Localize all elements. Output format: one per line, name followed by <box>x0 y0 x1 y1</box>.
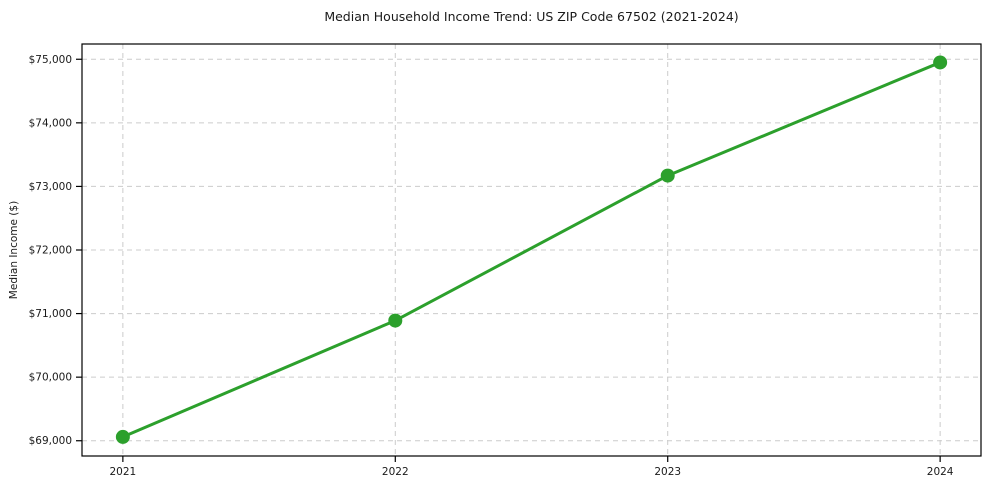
y-tick-label: $72,000 <box>29 245 72 257</box>
plot-border <box>81 43 982 457</box>
x-tick-label: 2024 <box>927 466 954 478</box>
trend-line <box>121 60 942 439</box>
data-point-marker <box>933 55 948 70</box>
x-tick-label: 2022 <box>382 466 409 478</box>
y-tick-label: $73,000 <box>29 181 72 193</box>
x-tick-label: 2023 <box>654 466 681 478</box>
data-point-marker <box>388 313 403 328</box>
y-tick-label: $75,000 <box>29 54 72 66</box>
y-tick-label: $69,000 <box>29 435 72 447</box>
chart-title: Median Household Income Trend: US ZIP Co… <box>324 9 739 24</box>
y-tick-label: $70,000 <box>29 372 72 384</box>
x-tick-label: 2021 <box>109 466 136 478</box>
data-point-marker <box>115 429 130 444</box>
y-tick-label: $74,000 <box>29 117 72 129</box>
data-point-marker <box>660 168 675 183</box>
y-tick-label: $71,000 <box>29 308 72 320</box>
